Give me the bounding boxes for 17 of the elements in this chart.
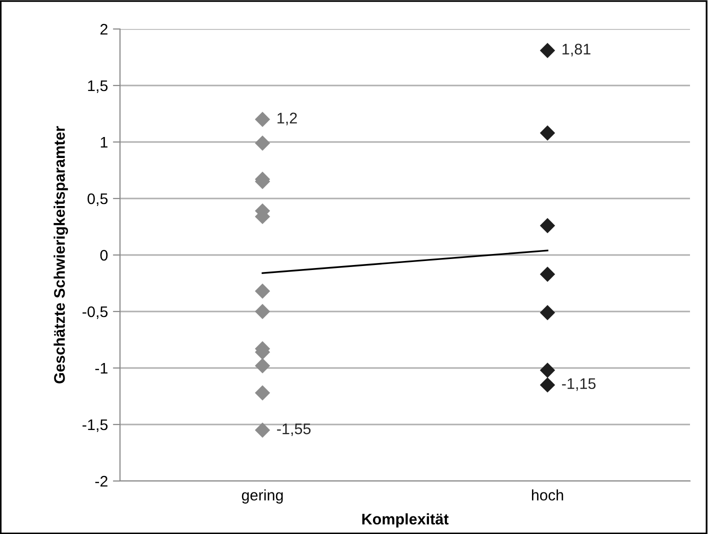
y-tick-label: 0,5 [88,193,108,206]
y-tick-label: -1,5 [82,420,108,432]
x-axis-title: Komplexität [362,513,449,528]
y-tick-label: 0 [100,250,108,261]
x-tick-label: hoch [532,489,564,501]
x-tick-label: gering [242,489,283,504]
data-label: 1,81 [562,44,590,56]
data-label: 1,2 [278,112,297,126]
y-tick-label: -1 [95,363,108,374]
data-label: -1,15 [562,378,596,391]
y-tick-label: 1,5 [88,80,108,93]
y-tick-label: -0,5 [82,306,108,319]
y-axis-title: Geschätzte Schwierigkeitsparamter [54,126,68,384]
y-tick-label: 2 [100,24,108,35]
data-label: -1,55 [277,424,311,436]
y-tick-label: 1 [100,137,108,148]
y-tick-label: -2 [95,476,108,487]
